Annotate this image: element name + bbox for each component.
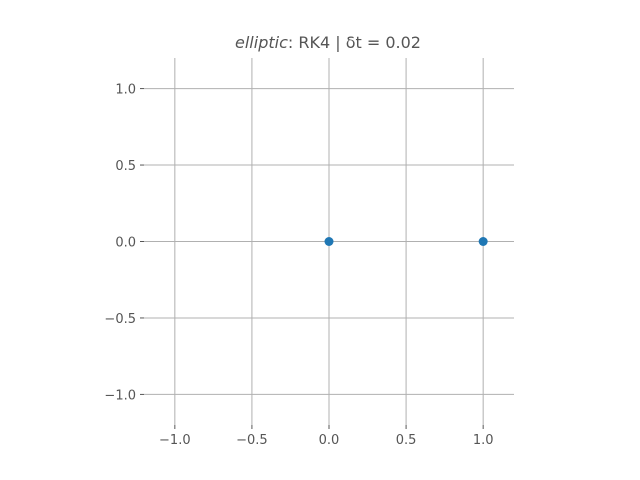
data-point	[478, 237, 488, 246]
x-tick-label: −1.0	[159, 433, 191, 448]
y-tick-label: 0.5	[115, 159, 136, 174]
chart-title: elliptic: RK4 | δt = 0.02	[235, 33, 421, 52]
y-tick-label: 1.0	[115, 83, 136, 98]
y-tick-label: −0.5	[104, 312, 136, 327]
chart-title-rest: : RK4 | δt = 0.02	[288, 33, 421, 52]
x-tick-label: −0.5	[236, 433, 268, 448]
x-tick-label: 0.5	[396, 433, 417, 448]
data-point	[324, 237, 334, 246]
chart-title-italic: elliptic	[235, 33, 288, 52]
x-axis-ticks: −1.0 −0.5 0.0 0.5 1.0	[159, 425, 494, 448]
y-tick-label: −1.0	[104, 388, 136, 403]
data-points	[324, 237, 488, 246]
y-axis-ticks: −1.0 −0.5 0.0 0.5 1.0	[104, 83, 144, 403]
x-tick-label: 0.0	[319, 433, 340, 448]
y-tick-label: 0.0	[115, 236, 136, 251]
x-tick-label: 1.0	[473, 433, 494, 448]
